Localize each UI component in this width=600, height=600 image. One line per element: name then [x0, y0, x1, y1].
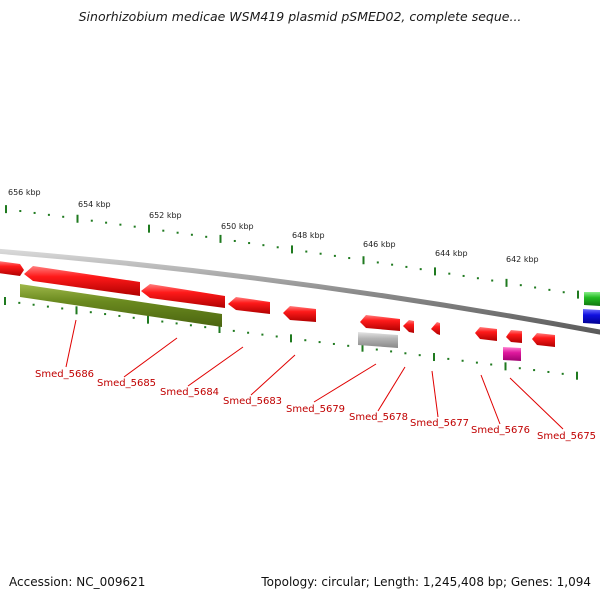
label-leaders	[65, 319, 564, 430]
leader-line	[65, 319, 77, 368]
gene-label[interactable]: Smed_5675	[537, 431, 596, 442]
leader-line	[187, 346, 244, 387]
kbp-label: 648 kbp	[292, 231, 325, 240]
kbp-label: 656 kbp	[8, 188, 41, 197]
ruler-upper	[5, 205, 579, 299]
accession-text: Accession: NC_009621	[9, 575, 146, 589]
gene-feature[interactable]	[360, 315, 400, 331]
kbp-label: 650 kbp	[221, 222, 254, 231]
gene-feature[interactable]	[141, 284, 225, 308]
gene-feature[interactable]	[532, 333, 555, 347]
kbp-label: 644 kbp	[435, 249, 468, 258]
gene-feature[interactable]	[20, 284, 222, 327]
ruler-lower	[4, 297, 578, 380]
gene-feature[interactable]	[503, 347, 521, 361]
gene-feature[interactable]	[358, 332, 398, 348]
gene-label[interactable]: Smed_5678	[349, 412, 408, 423]
kbp-label: 654 kbp	[78, 200, 111, 209]
gene-feature[interactable]	[0, 261, 24, 276]
gene-feature[interactable]	[431, 322, 440, 335]
gene-track	[0, 261, 600, 361]
gene-label[interactable]: Smed_5685	[97, 378, 156, 389]
gene-feature[interactable]	[583, 309, 600, 324]
kbp-label: 646 kbp	[363, 240, 396, 249]
leader-line	[377, 366, 406, 412]
gene-feature[interactable]	[283, 306, 316, 322]
leader-line	[313, 363, 377, 403]
gene-label[interactable]: Smed_5676	[471, 425, 530, 436]
leader-line	[431, 370, 439, 418]
kbp-label: 642 kbp	[506, 255, 539, 264]
leader-line	[123, 337, 178, 378]
leader-line	[480, 374, 501, 425]
gene-labels: Smed_5686 Smed_5685 Smed_5684 Smed_5683 …	[35, 369, 596, 442]
gene-feature[interactable]	[24, 266, 140, 296]
backbone-ring	[0, 248, 600, 335]
ruler-labels: 656 kbp 654 kbp 652 kbp 650 kbp 648 kbp …	[8, 188, 539, 264]
map-title: Sinorhizobium medicae WSM419 plasmid pSM…	[78, 9, 522, 24]
gene-label[interactable]: Smed_5686	[35, 369, 94, 380]
kbp-label: 652 kbp	[149, 211, 182, 220]
gene-feature[interactable]	[403, 320, 414, 333]
gene-feature[interactable]	[228, 297, 270, 314]
gene-feature[interactable]	[475, 327, 497, 341]
gene-label[interactable]: Smed_5683	[223, 396, 282, 407]
leader-line	[509, 377, 564, 430]
gene-label[interactable]: Smed_5677	[410, 418, 469, 429]
leader-line	[250, 354, 296, 396]
gene-label[interactable]: Smed_5679	[286, 404, 345, 415]
gene-label[interactable]: Smed_5684	[160, 387, 219, 398]
gene-feature[interactable]	[584, 292, 600, 306]
gene-feature[interactable]	[506, 330, 522, 343]
topology-summary: Topology: circular; Length: 1,245,408 bp…	[261, 575, 591, 589]
